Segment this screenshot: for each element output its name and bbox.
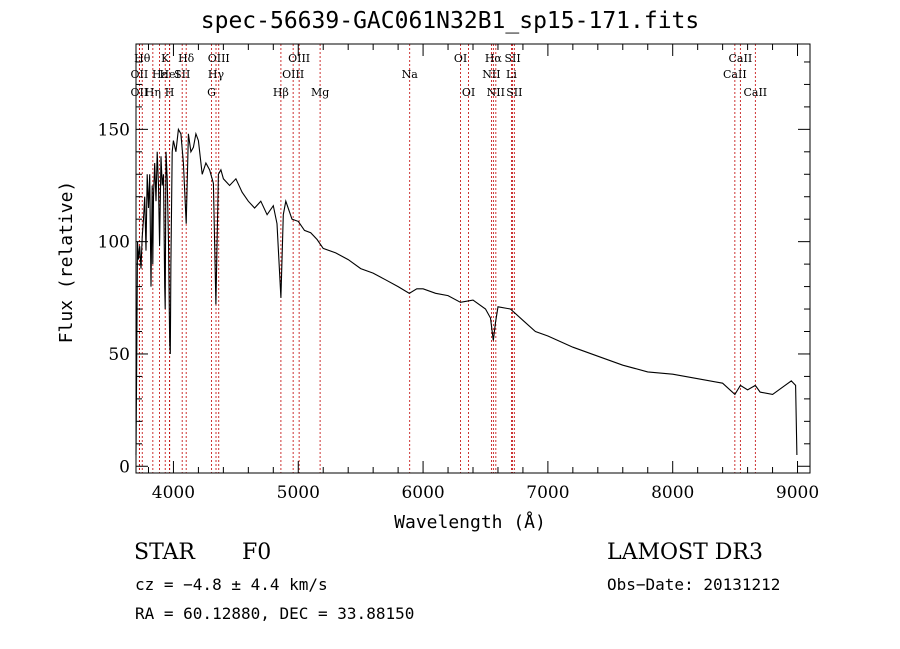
spectral-line-label: K (161, 52, 170, 65)
spectral-line-label: Mg (311, 86, 329, 99)
spectral-line-label: Hε (152, 68, 168, 81)
chart-title: spec-56639-GAC061N32B1_sp15-171.fits (200, 8, 700, 34)
spectral-line-label: Hβ (273, 86, 289, 99)
obs-date: Obs−Date: 20131212 (607, 575, 781, 594)
x-tick-label: 7000 (526, 483, 569, 503)
spectral-line-label: CaII (743, 86, 767, 99)
object-class: STAR (134, 540, 195, 565)
spectrum-line (135, 127, 798, 456)
spectral-line-label: OI (454, 52, 467, 65)
y-tick-label: 150 (98, 120, 130, 140)
spectral-line-label: SII (504, 52, 520, 65)
spectral-line-label: SII (174, 68, 190, 81)
spectral-line-label: Hδ (178, 52, 195, 65)
spectral-line-label: Li (506, 68, 517, 81)
spectral-line-label: Hα (485, 52, 503, 65)
y-tick-label: 50 (108, 345, 130, 365)
spectral-line-label: NII (487, 86, 505, 99)
spectral-line-label: H (165, 86, 175, 99)
spectral-line-label: CaII (729, 52, 753, 65)
spectral-line-label: OII (131, 68, 149, 81)
x-tick-label: 5000 (277, 483, 320, 503)
y-tick-label: 0 (119, 457, 130, 477)
spectral-line-label: Na (402, 68, 419, 81)
object-subclass: F0 (242, 540, 272, 565)
spectral-line-label: CaII (723, 68, 747, 81)
spectral-line-label: SII (506, 86, 522, 99)
redshift-readout: cz = −4.8 ± 4.4 km/s (135, 575, 328, 594)
spectral-line-label: OIII (208, 52, 230, 65)
y-tick-label: 100 (98, 233, 130, 253)
coordinates: RA = 60.12880, DEC = 33.88150 (135, 604, 415, 623)
survey-name: LAMOST DR3 (607, 540, 763, 565)
spectral-line-label: Hη (145, 86, 161, 99)
line-labels: OII OII Hθ Hη Hε K HeI H SII Hδ OIII Hγ G Hβ OIII OIII M… (131, 52, 768, 99)
y-axis-label: Flux (relative) (56, 181, 77, 344)
plot-frame (135, 43, 811, 474)
spectral-line-markers (138, 44, 756, 473)
spectral-line-label: OIII (282, 68, 304, 81)
spectral-line-label: Hγ (208, 68, 225, 81)
x-tick-label: 6000 (401, 483, 444, 503)
spectral-line-label: Hθ (134, 52, 151, 65)
spectral-line-label: OII (131, 86, 149, 99)
spectral-line-label: NII (482, 68, 500, 81)
x-axis-label: Wavelength (Å) (394, 511, 546, 533)
spectral-line-label: OIII (288, 52, 310, 65)
x-tick-label: 4000 (152, 483, 195, 503)
x-tick-label: 9000 (776, 483, 819, 503)
axis-ticks: 4000 5000 6000 7000 8000 9000 0 50 100 150 (98, 44, 819, 503)
x-tick-label: 8000 (651, 483, 694, 503)
spectral-line-label: G (207, 86, 216, 99)
spectral-line-label: HeI (159, 68, 179, 81)
spectral-line-label: OI (462, 86, 475, 99)
